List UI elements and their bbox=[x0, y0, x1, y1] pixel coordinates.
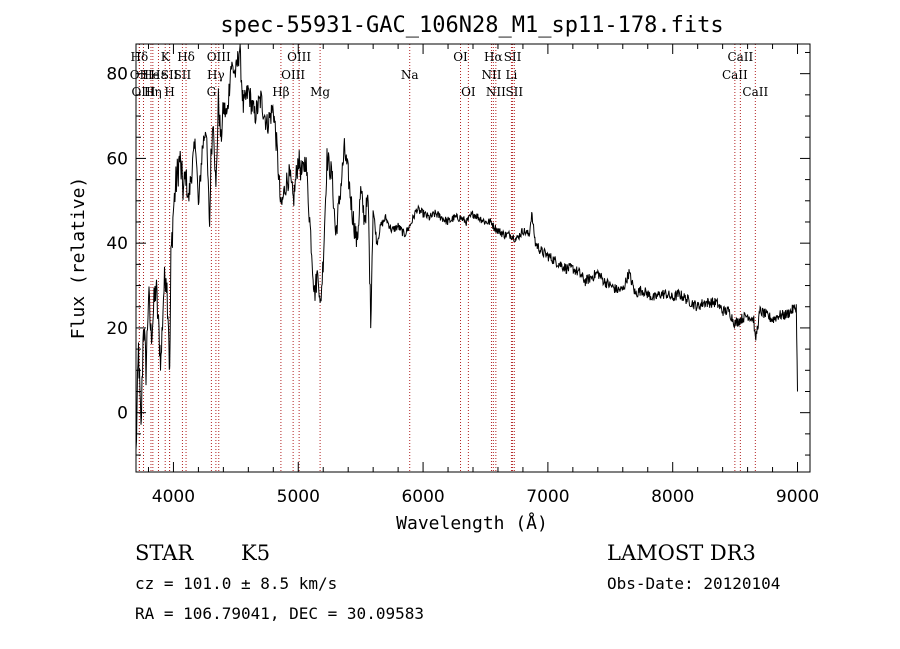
x-tick-label: 4000 bbox=[152, 487, 195, 507]
observation-date: Obs-Date: 20120104 bbox=[607, 574, 780, 593]
redshift-cz: cz = 101.0 ± 8.5 km/s bbox=[135, 574, 337, 593]
x-tick-label: 6000 bbox=[401, 487, 444, 507]
line-label: OII bbox=[130, 68, 150, 82]
axis-tick-labels: 4000 5000 6000 7000 8000 9000 0 20 40 60 80 bbox=[106, 65, 819, 507]
line-label: SII bbox=[504, 50, 522, 64]
x-tick-label: 5000 bbox=[277, 487, 320, 507]
axis-ticks bbox=[136, 44, 810, 472]
line-label: SII bbox=[161, 68, 179, 82]
chart-title: spec-55931-GAC_106N28_M1_sp11-178.fits bbox=[220, 13, 723, 38]
line-label: SII bbox=[505, 85, 523, 99]
line-label: OIII bbox=[287, 50, 311, 64]
y-tick-label: 60 bbox=[106, 149, 128, 169]
line-label: Hδ bbox=[131, 50, 149, 64]
survey-name: LAMOST DR3 bbox=[607, 541, 756, 565]
line-label: Na bbox=[401, 68, 419, 82]
x-tick-label: 7000 bbox=[526, 487, 569, 507]
line-label: Hη bbox=[144, 85, 162, 99]
line-label: CaII bbox=[727, 50, 753, 64]
line-label: Hε bbox=[150, 68, 167, 82]
y-tick-label: 0 bbox=[117, 404, 128, 424]
line-label: Hα bbox=[484, 50, 503, 64]
line-label: Hδ bbox=[177, 50, 195, 64]
line-label: NII bbox=[486, 85, 506, 99]
spectrum-line bbox=[135, 44, 798, 450]
line-label: G bbox=[207, 85, 217, 99]
y-axis-label: Flux (relative) bbox=[68, 177, 89, 340]
line-label: OI bbox=[461, 85, 476, 99]
line-label: NII bbox=[481, 68, 501, 82]
line-label: Mg bbox=[310, 85, 330, 99]
line-label: OIII bbox=[281, 68, 305, 82]
spectral-line-markers bbox=[138, 44, 756, 472]
y-tick-label: 80 bbox=[106, 65, 128, 85]
line-label: OIII bbox=[207, 50, 231, 64]
y-tick-label: 20 bbox=[106, 319, 128, 339]
line-label: Hβ bbox=[272, 85, 289, 99]
object-class: STAR bbox=[135, 541, 194, 565]
line-label: OI bbox=[453, 50, 468, 64]
plot-frame bbox=[135, 43, 811, 473]
line-label: CaII bbox=[722, 68, 748, 82]
line-label: CaII bbox=[742, 85, 768, 99]
line-label: H bbox=[164, 85, 174, 99]
line-label: Hγ bbox=[207, 68, 225, 82]
line-label: K bbox=[161, 50, 171, 64]
line-label: OIII bbox=[131, 85, 155, 99]
y-tick-label: 40 bbox=[106, 234, 128, 254]
x-tick-label: 9000 bbox=[776, 487, 819, 507]
object-subclass: K5 bbox=[241, 541, 270, 565]
coordinates: RA = 106.79041, DEC = 30.09583 bbox=[135, 604, 424, 623]
x-tick-label: 8000 bbox=[651, 487, 694, 507]
line-label: He bbox=[142, 68, 160, 82]
line-label: SII bbox=[174, 68, 192, 82]
x-axis-label: Wavelength (Å) bbox=[396, 512, 548, 534]
line-label: Li bbox=[506, 68, 518, 82]
